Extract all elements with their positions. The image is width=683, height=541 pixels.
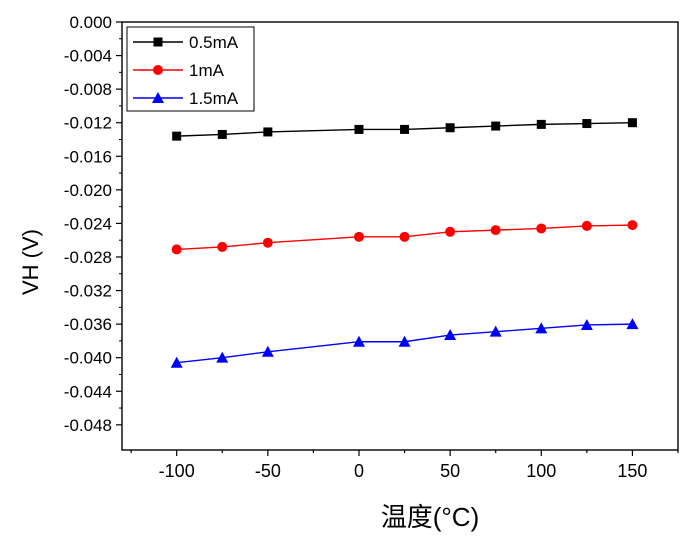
y-tick-label: -0.004 xyxy=(64,47,112,66)
data-point xyxy=(536,223,547,234)
y-tick-label: -0.012 xyxy=(64,114,112,133)
data-point xyxy=(400,124,410,134)
series-0.5mA xyxy=(172,118,637,141)
legend-box xyxy=(126,26,255,112)
data-point xyxy=(216,351,229,363)
x-tick-label: -50 xyxy=(255,461,281,481)
series-1.5mA xyxy=(170,318,639,368)
data-point xyxy=(627,118,637,128)
data-point xyxy=(152,92,164,103)
plot-frame xyxy=(121,21,679,451)
data-point xyxy=(352,335,365,347)
data-point xyxy=(581,220,592,231)
y-tick-label: -0.044 xyxy=(64,382,112,401)
data-point xyxy=(262,237,273,248)
x-tick-label: -100 xyxy=(159,461,195,481)
y-axis-title: VH (V) xyxy=(18,229,43,295)
data-point xyxy=(491,121,501,131)
data-point xyxy=(580,318,593,330)
legend-label: 1.5mA xyxy=(189,89,239,108)
series-layer xyxy=(170,118,639,368)
y-tick-label: -0.048 xyxy=(64,416,112,435)
x-axis-title: 温度(°C) xyxy=(381,502,480,532)
data-point xyxy=(217,241,228,252)
y-tick-label: -0.040 xyxy=(64,349,112,368)
series-1mA xyxy=(171,220,638,255)
y-tick-label: -0.028 xyxy=(64,248,112,267)
data-point xyxy=(489,325,502,337)
data-point xyxy=(445,226,456,237)
legend-item: 0.5mA xyxy=(133,33,239,52)
y-tick-label: -0.036 xyxy=(64,315,112,334)
data-point xyxy=(399,231,410,242)
data-point xyxy=(171,244,182,255)
data-point xyxy=(535,322,548,334)
y-tick-label: 0.000 xyxy=(69,13,112,32)
data-point xyxy=(153,65,163,75)
y-tick-label: -0.032 xyxy=(64,282,112,301)
data-point xyxy=(217,129,227,139)
legend-item: 1.5mA xyxy=(133,89,239,108)
data-point xyxy=(353,231,364,242)
legend-label: 1mA xyxy=(189,61,225,80)
data-point xyxy=(582,119,592,129)
data-point xyxy=(153,37,163,47)
x-tick-label: 100 xyxy=(526,461,556,481)
data-point xyxy=(627,220,638,231)
data-point xyxy=(170,356,183,368)
data-point xyxy=(172,131,182,141)
legend: 0.5mA 1mA 1.5mA xyxy=(126,26,255,112)
x-tick-label: 150 xyxy=(617,461,647,481)
series-line xyxy=(176,323,633,364)
data-point xyxy=(261,345,274,357)
x-tick-label: 50 xyxy=(440,461,460,481)
y-tick-label: -0.016 xyxy=(64,147,112,166)
legend-item: 1mA xyxy=(133,61,225,80)
data-point xyxy=(490,225,501,236)
data-point xyxy=(354,124,364,134)
data-point xyxy=(263,127,273,137)
series-line xyxy=(176,122,633,137)
y-axis: 0.000 -0.004 -0.008 -0.012 -0.016 -0.020 -0.02… xyxy=(64,13,122,435)
data-point xyxy=(445,123,455,133)
y-tick-label: -0.020 xyxy=(64,181,112,200)
x-axis: -100 -50 0 50 100 150 xyxy=(130,450,679,481)
data-point xyxy=(398,335,411,347)
y-tick-label: -0.008 xyxy=(64,80,112,99)
data-point xyxy=(536,119,546,129)
y-tick-label: -0.024 xyxy=(64,214,112,233)
data-point xyxy=(444,329,457,341)
series-line xyxy=(176,224,633,251)
legend-label: 0.5mA xyxy=(189,33,239,52)
data-point xyxy=(626,318,639,330)
x-tick-label: 0 xyxy=(354,461,364,481)
